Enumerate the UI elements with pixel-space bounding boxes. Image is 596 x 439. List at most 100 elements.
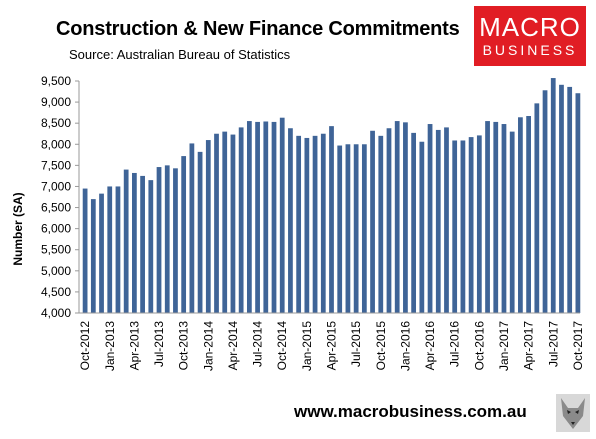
bar-Jul-2014 [255,121,260,313]
bar-Jun-2016 [444,127,449,314]
bar-May-2013 [140,175,145,313]
x-tick-label: Apr-2016 [423,321,437,371]
x-tick-label: Apr-2013 [127,321,141,371]
bar-Dec-2012 [99,193,104,313]
y-tick-label: 9,500 [41,74,71,88]
bar-Jan-2017 [501,124,507,313]
bar-Apr-2015 [329,126,334,313]
bar-Oct-2016 [476,135,482,313]
bar-Mar-2015 [320,133,326,313]
bar-Nov-2012 [90,199,96,313]
bar-Sep-2017 [567,86,573,313]
bar-Oct-2014 [279,117,285,313]
x-tick-label: Apr-2014 [226,321,240,371]
chart-title: Construction & New Finance Commitments [56,18,460,40]
bar-Apr-2013 [132,172,137,313]
bar-Feb-2015 [312,135,318,313]
bar-Aug-2016 [460,140,466,313]
logo-line1: MACRO [479,12,581,42]
bar-Mar-2016 [419,141,425,313]
bar-Jan-2015 [304,137,310,313]
bar-Apr-2014 [230,134,236,313]
bar-Feb-2016 [411,132,417,313]
y-tick-label: 9,000 [41,95,71,109]
y-tick-label: 5,500 [41,243,71,257]
bar-Dec-2015 [394,121,400,313]
x-tick-label: Jul-2014 [251,321,265,367]
bars [82,78,581,314]
bar-Nov-2015 [386,128,392,313]
x-tick-label: Oct-2014 [275,321,289,371]
y-tick-label: 6,000 [41,222,71,236]
bar-Jul-2015 [353,144,359,313]
x-tick-label: Jul-2015 [349,321,363,367]
y-tick-label: 6,500 [41,201,71,215]
x-tick-label: Jan-2015 [300,321,314,371]
bar-Aug-2015 [361,144,367,313]
bar-Sep-2016 [468,137,474,313]
bar-Sep-2013 [173,168,178,313]
bar-May-2014 [238,127,244,314]
x-tick-label: Oct-2016 [472,321,486,371]
x-tick-label: Jul-2017 [546,321,560,367]
bar-Jun-2017 [542,90,548,313]
y-axis-label: Number (SA) [11,192,25,265]
bar-Dec-2016 [493,121,499,313]
x-tick-label: Oct-2015 [374,321,388,371]
y-tick-label: 7,500 [41,158,71,172]
x-tick-label: Jan-2016 [398,321,412,371]
y-tick-label: 4,500 [41,285,71,299]
y-tick-label: 4,000 [41,306,71,320]
bar-Jul-2016 [452,140,458,313]
x-tick-label: Apr-2017 [522,321,536,371]
bar-Dec-2013 [197,151,203,313]
y-tick-label: 5,000 [41,264,71,278]
logo-line2: BUSINESS [482,42,578,58]
x-axis: Oct-2012 Jan-2013 Apr-2013 Jul-2013 Oct-2013… [78,312,585,371]
macrobusiness-logo: MACRO BUSINESS [474,6,586,66]
y-axis: 4,000 4,500 5,000 5,500 6,000 6,500 7,000 7,500… [41,74,80,320]
y-tick-label: 7,000 [41,179,71,193]
bar-Apr-2016 [427,124,433,313]
bar-Oct-2015 [378,135,384,313]
x-tick-label: Apr-2015 [325,321,339,371]
bar-Jan-2016 [403,122,408,313]
bar-Dec-2014 [296,135,302,313]
bar-Sep-2015 [370,130,375,313]
bar-Oct-2012 [82,188,88,313]
bar-Jan-2014 [205,140,211,313]
bar-Jun-2013 [148,180,154,313]
x-tick-label: Jul-2016 [448,321,462,367]
bar-Nov-2016 [485,121,490,313]
bar-Mar-2017 [518,117,523,313]
x-tick-label: Jan-2017 [497,321,511,371]
bar-May-2016 [435,129,441,313]
bar-Jul-2013 [156,167,162,313]
bar-Oct-2013 [181,156,187,313]
bar-Jul-2017 [550,78,556,313]
bar-Feb-2014 [214,133,219,313]
bar-Nov-2014 [288,128,293,313]
bar-Jun-2015 [345,144,351,313]
y-tick-label: 8,000 [41,137,71,151]
x-tick-label: Oct-2013 [177,321,191,371]
bar-Mar-2014 [222,131,228,313]
chart-subtitle: Source: Australian Bureau of Statistics [69,47,291,62]
x-tick-label: Jul-2013 [152,321,166,367]
x-tick-label: Jan-2014 [201,321,215,371]
bar-Oct-2017 [575,93,581,313]
bar-Aug-2014 [263,121,269,314]
bar-Jun-2014 [246,121,252,313]
bar-May-2017 [534,103,540,313]
x-tick-label: Oct-2012 [78,321,92,371]
bar-May-2015 [337,145,343,313]
bar-Sep-2014 [271,121,277,313]
bar-Nov-2013 [189,143,195,313]
bar-Apr-2017 [526,116,531,313]
bar-Mar-2013 [123,169,129,313]
x-tick-label: Jan-2013 [103,321,117,371]
bar-Feb-2013 [115,186,121,313]
y-tick-label: 8,500 [41,116,71,130]
wolf-head-icon [556,394,590,432]
